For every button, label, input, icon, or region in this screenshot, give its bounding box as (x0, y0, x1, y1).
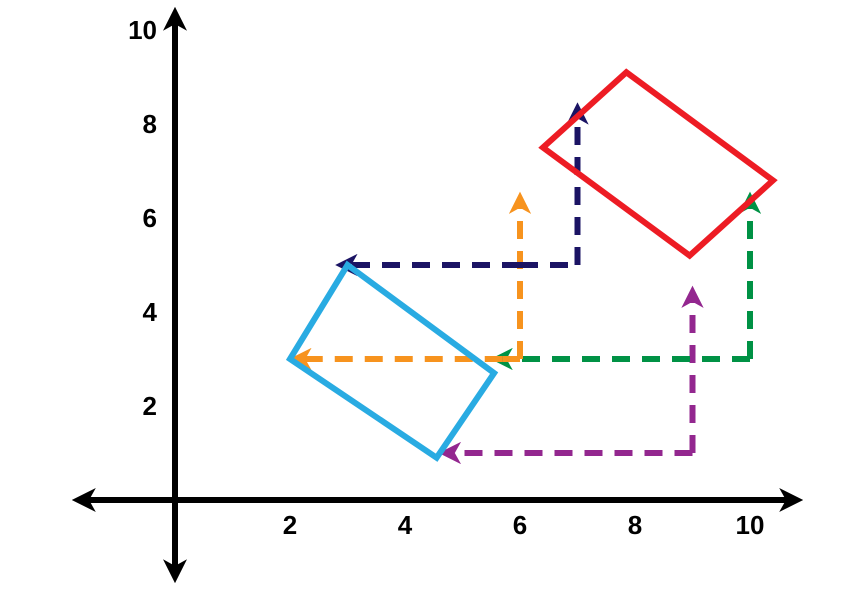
y-tick-label: 2 (143, 391, 157, 421)
x-tick-label: 8 (628, 510, 642, 540)
x-tick-label: 10 (736, 510, 765, 540)
y-tick-label: 6 (143, 203, 157, 233)
coordinate-diagram: 2 4 6 8 10 2 4 6 8 10 (0, 0, 850, 591)
x-tick-label: 2 (283, 510, 297, 540)
x-tick-label: 4 (398, 510, 413, 540)
y-tick-label: 4 (143, 297, 158, 327)
x-tick-label: 6 (513, 510, 527, 540)
y-tick-label: 8 (143, 109, 157, 139)
y-tick-label: 10 (128, 15, 157, 45)
